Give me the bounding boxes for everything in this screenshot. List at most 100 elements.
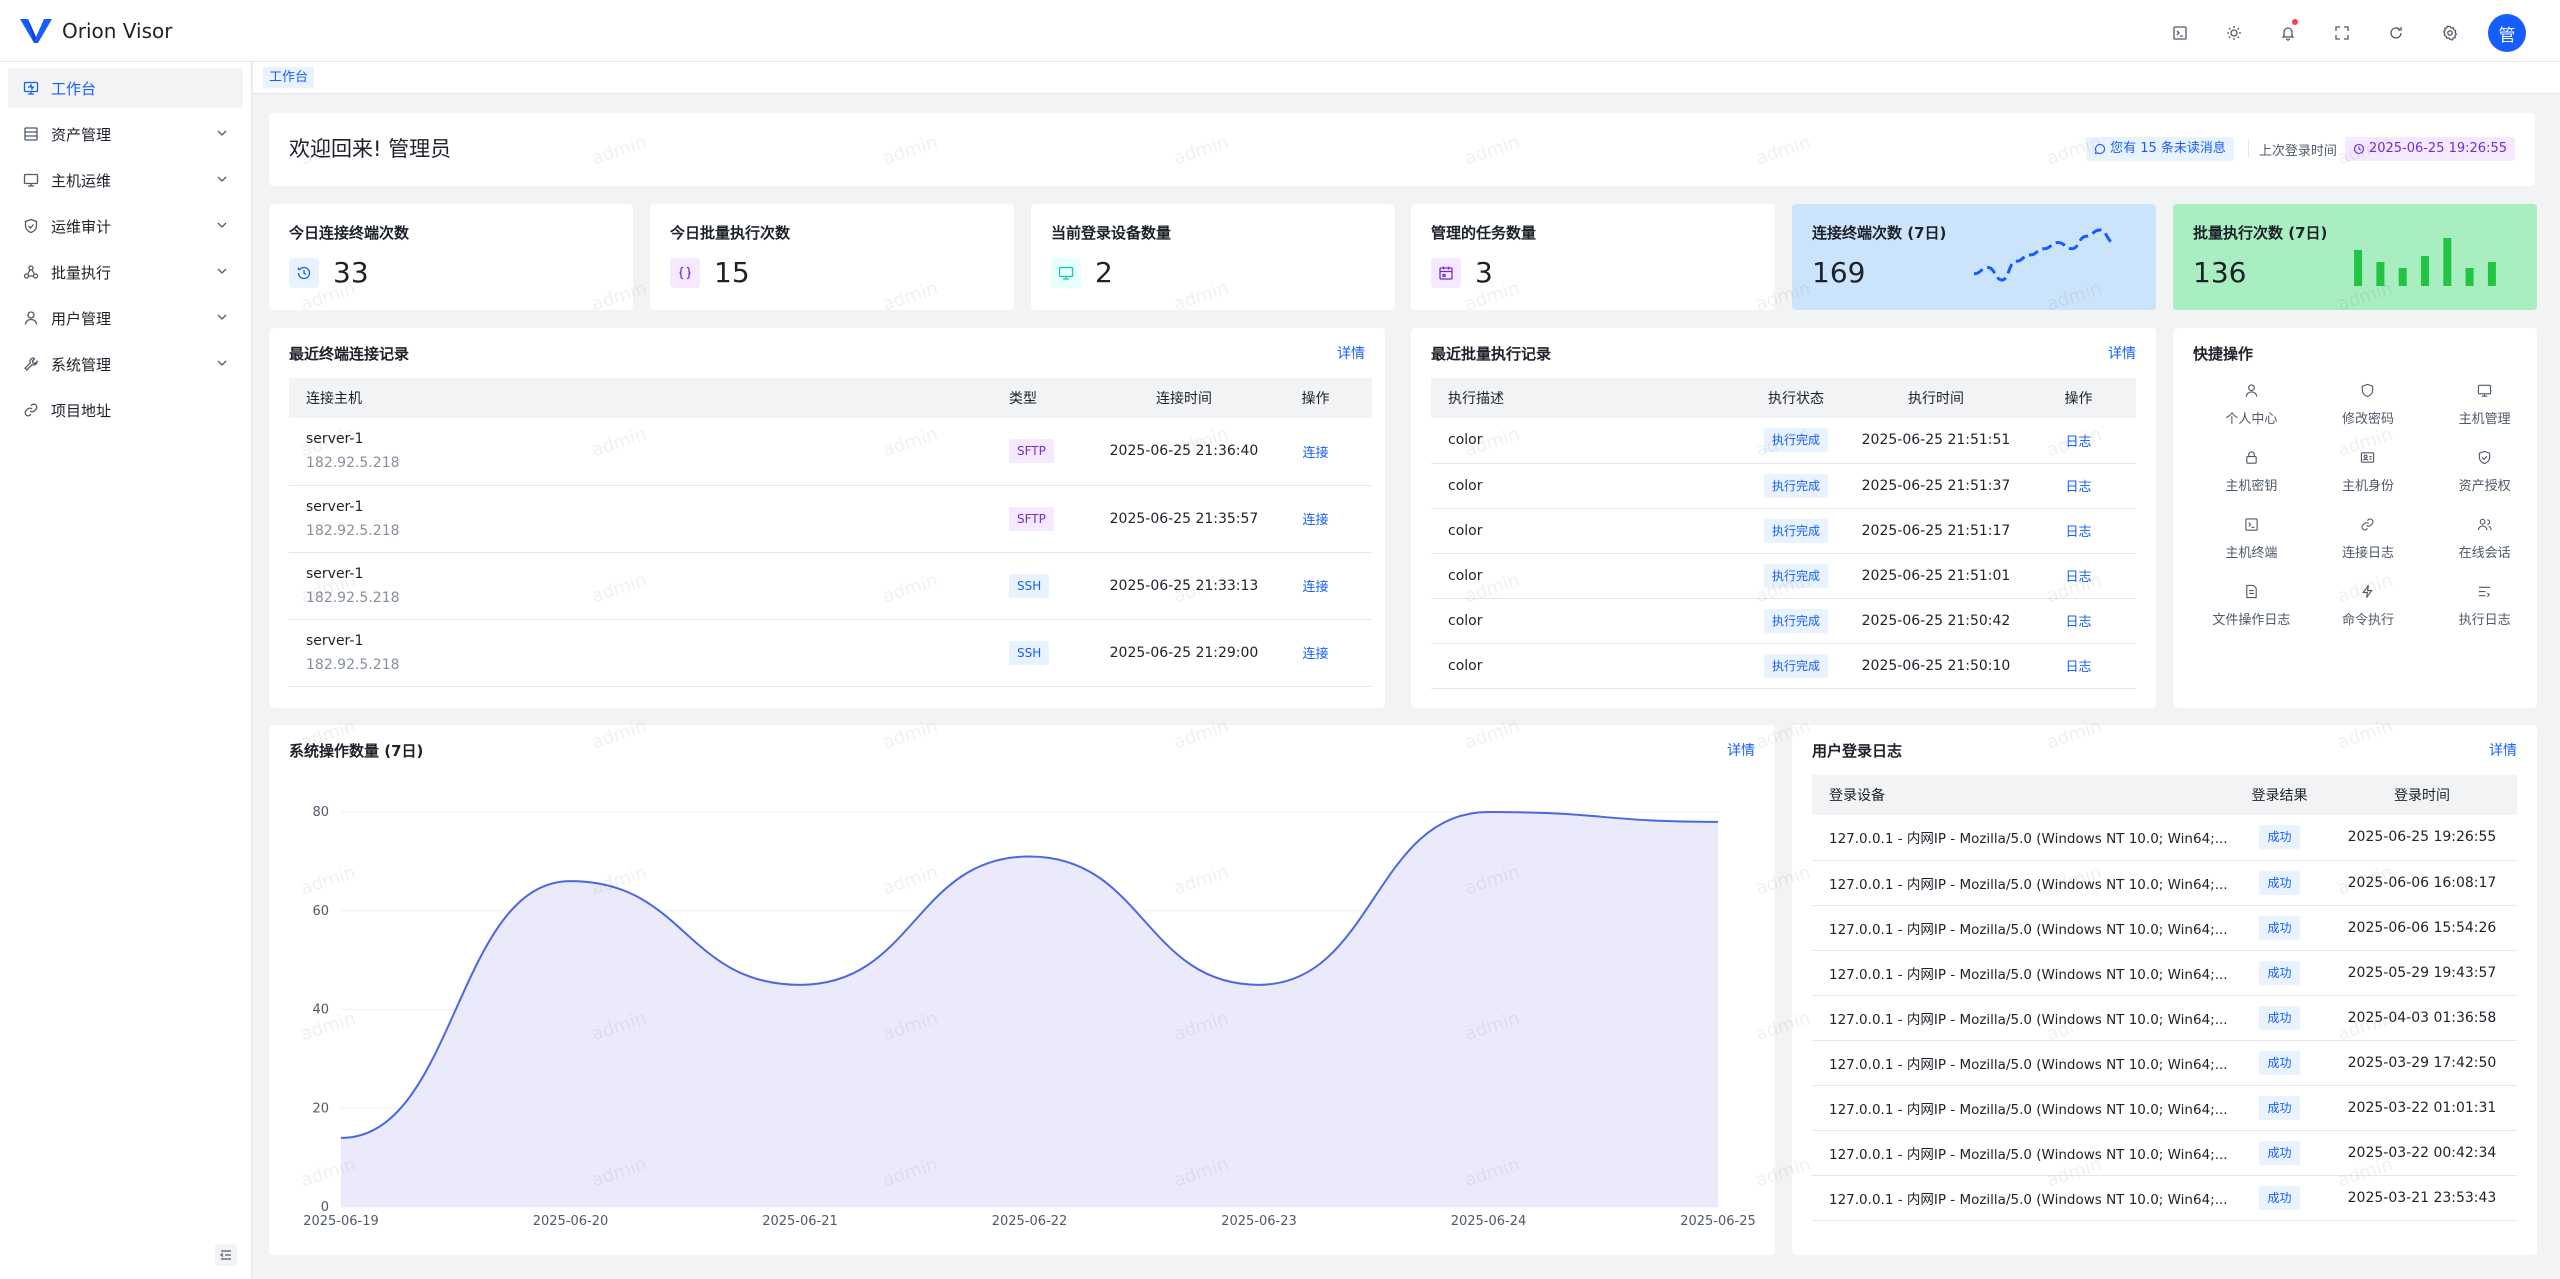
quick-action-item[interactable]: 主机密钥 bbox=[2193, 445, 2310, 494]
action-cell: 日志 bbox=[2021, 553, 2136, 599]
nodes-icon bbox=[23, 265, 39, 279]
result-badge: 成功 bbox=[2259, 1095, 2300, 1120]
log-link[interactable]: 日志 bbox=[2065, 525, 2092, 540]
time-cell: 2025-05-29 19:43:57 bbox=[2327, 950, 2517, 996]
ops-area-chart: 0 20 40 60 80 2025-06-19 2025-06-20 2025-06-21 2… bbox=[303, 805, 1756, 1229]
log-link[interactable]: 日志 bbox=[2065, 480, 2092, 495]
details-link[interactable]: 详情 bbox=[2108, 346, 2136, 362]
avatar[interactable]: 管 bbox=[2488, 14, 2526, 52]
details-link[interactable]: 详情 bbox=[2489, 743, 2517, 759]
braces-icon bbox=[670, 257, 700, 288]
quick-action-label: 主机终端 bbox=[2225, 546, 2278, 561]
quick-action-item[interactable]: 执行日志 bbox=[2426, 579, 2543, 628]
time-cell: 2025-06-25 21:35:57 bbox=[1109, 485, 1259, 553]
sidebar-item-label: 资产管理 bbox=[51, 125, 112, 144]
result-cell: 成功 bbox=[2232, 1085, 2327, 1131]
time-cell: 2025-06-25 21:50:42 bbox=[1851, 598, 2021, 644]
time-cell: 2025-06-25 21:36:40 bbox=[1109, 418, 1259, 486]
connect-link[interactable]: 连接 bbox=[1302, 647, 1329, 662]
sidebar-item-host-ops[interactable]: 主机运维 bbox=[8, 160, 243, 200]
sidebar-item-system[interactable]: 系统管理 bbox=[8, 344, 243, 384]
result-cell: 成功 bbox=[2232, 950, 2327, 996]
quick-action-item[interactable]: 个人中心 bbox=[2193, 378, 2310, 427]
type-badge: SSH bbox=[1009, 573, 1050, 598]
connect-link[interactable]: 连接 bbox=[1302, 580, 1329, 595]
action-cell: 连接 bbox=[1259, 418, 1372, 486]
connect-link[interactable]: 连接 bbox=[1302, 445, 1329, 461]
sidebar-item-label: 项目地址 bbox=[51, 401, 112, 420]
sidebar-item-assets[interactable]: 资产管理 bbox=[8, 114, 243, 154]
unread-message-badge[interactable]: 您有 15 条未读消息 bbox=[2086, 137, 2234, 161]
link-icon bbox=[24, 403, 38, 417]
result-cell: 成功 bbox=[2232, 905, 2327, 951]
host-name: server-1 bbox=[306, 632, 364, 649]
status-badge: 执行完成 bbox=[1763, 608, 1828, 633]
quick-action-item[interactable]: 命令执行 bbox=[2310, 579, 2427, 628]
action-cell: 连接 bbox=[1259, 552, 1372, 620]
quick-action-item[interactable]: 文件操作日志 bbox=[2193, 579, 2310, 628]
quick-action-label: 执行日志 bbox=[2458, 613, 2511, 628]
app-logo[interactable]: Orion Visor bbox=[18, 17, 172, 45]
quick-action-item[interactable]: 连接日志 bbox=[2310, 512, 2427, 561]
result-badge: 成功 bbox=[2259, 1140, 2300, 1165]
details-link[interactable]: 详情 bbox=[1727, 743, 1755, 759]
quick-action-label: 主机管理 bbox=[2458, 412, 2511, 427]
terminal-icon[interactable] bbox=[2164, 17, 2196, 49]
sidebar-collapse-button[interactable] bbox=[215, 1244, 237, 1266]
theme-icon[interactable] bbox=[2218, 17, 2250, 49]
quick-action-label: 在线会话 bbox=[2458, 546, 2511, 561]
login-log-table: 登录设备 登录结果 登录时间 127.0.0.1 - 内网IP - Mozill… bbox=[1812, 775, 2517, 1221]
quick-action-item[interactable]: 主机管理 bbox=[2426, 378, 2543, 427]
table-row: 127.0.0.1 - 内网IP - Mozilla/5.0 (Windows … bbox=[1812, 995, 2517, 1041]
time-cell: 2025-06-25 19:26:55 bbox=[2327, 815, 2517, 861]
stat-value: 15 bbox=[714, 256, 750, 289]
host-cell: server-1 182.92.5.218 bbox=[289, 619, 1009, 687]
connect-link[interactable]: 连接 bbox=[1302, 513, 1329, 528]
col-header: 类型 bbox=[1009, 378, 1109, 418]
time-cell: 2025-06-25 21:51:51 bbox=[1851, 418, 2021, 464]
chevron-down-icon bbox=[217, 176, 227, 182]
table-row: color 执行完成 2025-06-25 21:51:37 日志 bbox=[1431, 463, 2136, 509]
sidebar-item-audit[interactable]: 运维审计 bbox=[8, 206, 243, 246]
details-link[interactable]: 详情 bbox=[1337, 346, 1365, 362]
bell-icon[interactable] bbox=[2272, 17, 2304, 49]
quick-action-item[interactable]: 主机身份 bbox=[2310, 445, 2427, 494]
time-cell: 2025-04-03 01:36:58 bbox=[2327, 995, 2517, 1041]
quick-action-item[interactable]: 在线会话 bbox=[2426, 512, 2543, 561]
sidebar-item-workbench[interactable]: 工作台 bbox=[8, 68, 243, 108]
col-header: 连接主机 bbox=[289, 378, 1009, 418]
card-title: 快捷操作 bbox=[2193, 345, 2254, 363]
log-link[interactable]: 日志 bbox=[2065, 570, 2092, 585]
quick-action-item[interactable]: 主机终端 bbox=[2193, 512, 2310, 561]
stat-card-batch-today: 今日批量执行次数 15 bbox=[650, 204, 1014, 310]
table-row: 127.0.0.1 - 内网IP - Mozilla/5.0 (Windows … bbox=[1812, 1130, 2517, 1176]
refresh-icon[interactable] bbox=[2380, 17, 2412, 49]
quick-action-item[interactable]: 资产授权 bbox=[2426, 445, 2543, 494]
spark-bar bbox=[2487, 262, 2496, 286]
stat-label: 当前登录设备数量 bbox=[1051, 224, 1172, 242]
action-cell: 日志 bbox=[2021, 463, 2136, 509]
sidebar-item-users[interactable]: 用户管理 bbox=[8, 298, 243, 338]
log-link[interactable]: 日志 bbox=[2065, 434, 2092, 450]
settings-icon[interactable] bbox=[2434, 17, 2466, 49]
recent-terminal-card: 最近终端连接记录 详情 连接主机 类型 连接时间 操作 server-1 182.… bbox=[269, 328, 1385, 708]
tab-workbench[interactable]: 工作台 bbox=[263, 67, 315, 88]
stat-card-devices: 当前登录设备数量 2 bbox=[1031, 204, 1395, 310]
quick-action-item[interactable]: 修改密码 bbox=[2310, 378, 2427, 427]
welcome-info: 您有 15 条未读消息 上次登录时间 2025-06-25 19:26:55 bbox=[2086, 137, 2515, 161]
type-cell: SFTP bbox=[1009, 485, 1109, 553]
chevron-down-icon bbox=[217, 314, 227, 320]
sidebar-item-project-url[interactable]: 项目地址 bbox=[8, 390, 243, 430]
tab-bar: 工作台 bbox=[253, 62, 2560, 94]
desktop-icon bbox=[23, 173, 39, 187]
quick-action-label: 修改密码 bbox=[2341, 412, 2394, 427]
fullscreen-icon[interactable] bbox=[2326, 17, 2358, 49]
desktop-icon bbox=[1051, 257, 1081, 288]
top-bar: Orion Visor 管 bbox=[0, 0, 2560, 62]
log-link[interactable]: 日志 bbox=[2065, 660, 2092, 675]
log-link[interactable]: 日志 bbox=[2065, 615, 2092, 630]
time-cell: 2025-03-22 00:42:34 bbox=[2327, 1130, 2517, 1176]
y-tick-label: 80 bbox=[312, 805, 329, 820]
result-cell: 成功 bbox=[2232, 860, 2327, 906]
sidebar-item-batch[interactable]: 批量执行 bbox=[8, 252, 243, 292]
